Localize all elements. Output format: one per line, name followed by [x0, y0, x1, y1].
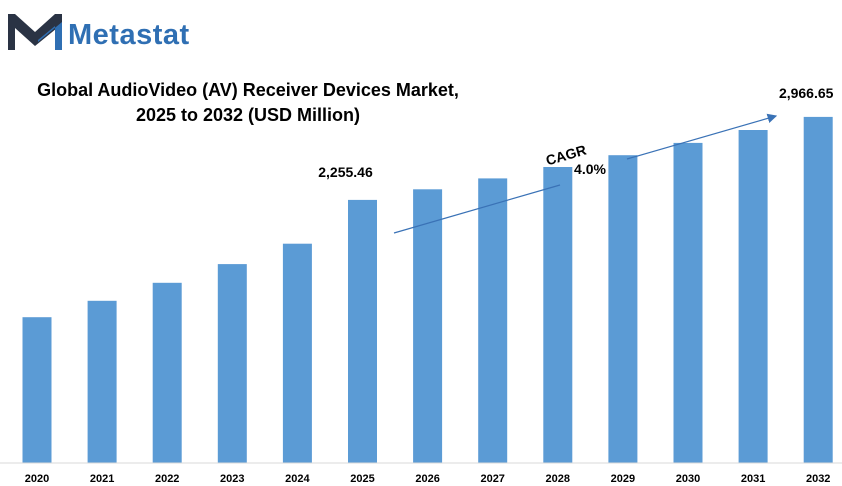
bar-2021	[87, 300, 117, 463]
bar-2022	[152, 282, 182, 464]
data-labels: 2,255.46 2,966.65	[318, 85, 833, 180]
x-axis-tick-labels: 2020 2021 2022 2023 2024 2025 2026 2027 2028 2029…	[25, 473, 831, 485]
cagr-trend-arrow	[626, 113, 778, 160]
x-tick-label-2024: 2024	[285, 473, 310, 485]
bar-2029	[608, 155, 638, 463]
bar-2028	[543, 167, 573, 463]
x-tick-label-2029: 2029	[611, 473, 635, 485]
cagr-annotation: CAGR 4.0%	[393, 113, 778, 234]
logo: Metastat	[8, 14, 190, 51]
bar-2032	[803, 116, 833, 464]
bar-2026	[413, 189, 443, 464]
metastat-m-logo-icon	[8, 14, 62, 50]
bar-2023	[217, 264, 247, 463]
bar-2027	[478, 178, 508, 463]
x-tick-label-2030: 2030	[676, 473, 700, 485]
x-tick-label-2028: 2028	[546, 473, 570, 485]
brand-name: Metastat	[68, 19, 190, 51]
bar-2020	[22, 317, 52, 463]
x-tick-label-2027: 2027	[480, 473, 504, 485]
cagr-trend-line-left	[393, 184, 561, 234]
x-tick-label-2032: 2032	[806, 473, 830, 485]
chart-title-line-1: Global AudioVideo (AV) Receiver Devices …	[37, 80, 459, 100]
chart-title-line-2: 2025 to 2032 (USD Million)	[136, 105, 360, 125]
x-tick-label-2026: 2026	[415, 473, 439, 485]
x-tick-label-2025: 2025	[350, 473, 374, 485]
cagr-value: 4.0%	[574, 161, 606, 177]
x-tick-label-2021: 2021	[90, 473, 114, 485]
bar-2030	[673, 142, 703, 463]
data-label-2025: 2,255.46	[318, 164, 373, 180]
x-tick-label-2020: 2020	[25, 473, 49, 485]
bar-2024	[282, 243, 312, 463]
x-tick-label-2023: 2023	[220, 473, 244, 485]
bar-2031	[738, 130, 768, 463]
x-tick-label-2022: 2022	[155, 473, 179, 485]
bar-series	[22, 116, 833, 464]
data-label-2032: 2,966.65	[779, 85, 834, 101]
x-tick-label-2031: 2031	[741, 473, 765, 485]
bar-2025	[348, 199, 377, 463]
